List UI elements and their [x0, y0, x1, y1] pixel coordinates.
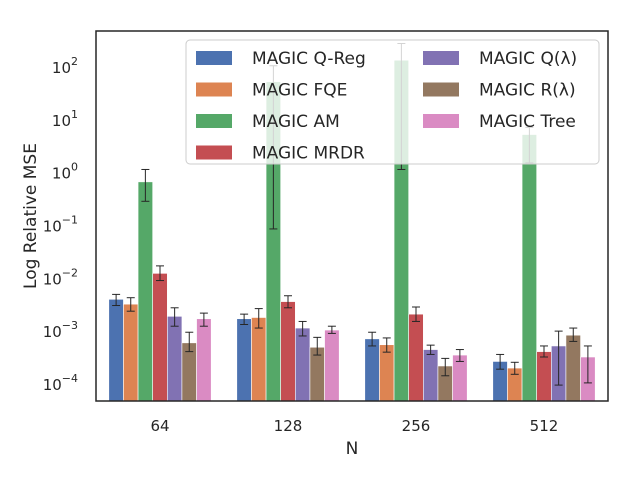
legend-label-magic-q: MAGIC Q(λ): [479, 49, 577, 69]
error-bar-magic-tree-n64: [199, 312, 208, 327]
legend-label-magic-tree: MAGIC Tree: [479, 112, 576, 132]
bar-magic-tree-n64: [196, 318, 212, 402]
legend-swatch-magic-mrdr: [196, 145, 232, 160]
x-tick-label: 512: [530, 417, 559, 435]
error-bar-magic-r-n64: [185, 331, 194, 353]
error-bar-magic-mrdr-n256: [412, 306, 420, 322]
legend-frame: [185, 39, 600, 165]
error-bar-magic-q-n512: [554, 330, 563, 386]
x-axis-label: N: [346, 439, 359, 459]
x-tick-labels: 64 128 256 512: [150, 417, 558, 435]
error-bar-magic-fqe-n256: [382, 337, 391, 353]
error-bar-magic-tree-n256: [455, 349, 464, 362]
y-tick-label: 100: [52, 161, 78, 183]
error-bar-magic-r-n512: [569, 327, 578, 342]
bar-magic-mrdr-n128: [280, 301, 296, 402]
error-bar-magic-mrdr-n64: [156, 265, 164, 282]
y-axis-label: Log Relative MSE: [21, 143, 41, 289]
legend-swatch-magic-tree: [423, 114, 459, 128]
legend-label-magic-mrdr: MAGIC MRDR: [252, 144, 365, 164]
bar-magic-r-n512: [565, 334, 581, 402]
bar-magic-tree-n128: [324, 329, 340, 402]
bar-magic-fqe-n256: [379, 344, 395, 402]
bar-magic-q-n64: [167, 316, 183, 402]
bar-magic-mrdr-n512: [536, 351, 552, 402]
bar-magic-fqe-n64: [123, 303, 139, 402]
y-tick-labels: 102 101 100 10−1 10−2 10−3 10−4: [43, 55, 78, 394]
legend-swatch-magic-q-reg: [196, 51, 232, 65]
y-tick-label: 101: [52, 108, 78, 130]
y-tick-label: 10−1: [43, 214, 78, 236]
y-tick-label: 10−2: [43, 266, 78, 288]
y-tick-label: 10−4: [43, 372, 78, 394]
error-bar-magic-tree-n512: [583, 345, 592, 384]
legend: MAGIC Q-Reg MAGIC FQE MAGIC AM MAGIC MRDR MA…: [185, 39, 600, 165]
x-tick-label: 128: [274, 417, 303, 435]
y-tick-label: 10−3: [43, 319, 78, 341]
error-bar-magic-mrdr-n128: [284, 295, 292, 309]
error-bar-magic-am-n64: [141, 168, 150, 202]
error-bar-magic-q-reg-n256: [368, 331, 377, 347]
error-bar-magic-q-n256: [426, 344, 435, 355]
error-bar-magic-fqe-n64: [126, 297, 135, 312]
error-bar-magic-q-n128: [298, 320, 307, 337]
error-bar-magic-q-reg-n512: [496, 353, 505, 370]
bar-magic-mrdr-n64: [152, 273, 168, 402]
error-bar-magic-fqe-n512: [510, 361, 519, 375]
legend-swatch-magic-fqe: [196, 82, 232, 97]
error-bar-magic-mrdr-n512: [540, 345, 548, 358]
error-bar-magic-r-n256: [441, 357, 450, 377]
bar-magic-q-reg-n256: [364, 338, 380, 402]
bar-magic-q-n128: [295, 327, 311, 402]
bar-magic-fqe-n128: [251, 317, 267, 402]
legend-label-magic-am: MAGIC AM: [252, 112, 340, 132]
bar-magic-q-reg-n64: [108, 298, 124, 402]
error-bar-magic-q-reg-n64: [112, 293, 121, 307]
x-tick-label: 64: [150, 417, 169, 435]
error-bar-magic-fqe-n128: [254, 308, 263, 329]
error-bar-magic-q-n64: [170, 307, 179, 327]
legend-label-magic-q-reg: MAGIC Q-Reg: [252, 49, 366, 69]
bar-magic-q-reg-n128: [236, 318, 252, 402]
bar-magic-q-n256: [423, 349, 439, 402]
y-tick-label: 102: [52, 55, 78, 77]
error-bar-magic-tree-n128: [327, 325, 336, 334]
error-bar-magic-r-n128: [313, 336, 322, 356]
legend-swatch-magic-r: [423, 82, 459, 97]
legend-label-magic-r: MAGIC R(λ): [479, 81, 576, 101]
bar-magic-am-n512: [521, 134, 537, 402]
legend-label-magic-fqe: MAGIC FQE: [252, 81, 347, 101]
error-bar-magic-q-reg-n128: [240, 313, 249, 326]
bar-magic-am-n64: [137, 181, 153, 402]
legend-swatch-magic-am: [196, 114, 232, 128]
x-tick-label: 256: [402, 417, 431, 435]
legend-swatch-magic-q: [423, 51, 459, 65]
plot-frame: [95, 30, 609, 402]
bar-magic-mrdr-n256: [408, 313, 424, 402]
